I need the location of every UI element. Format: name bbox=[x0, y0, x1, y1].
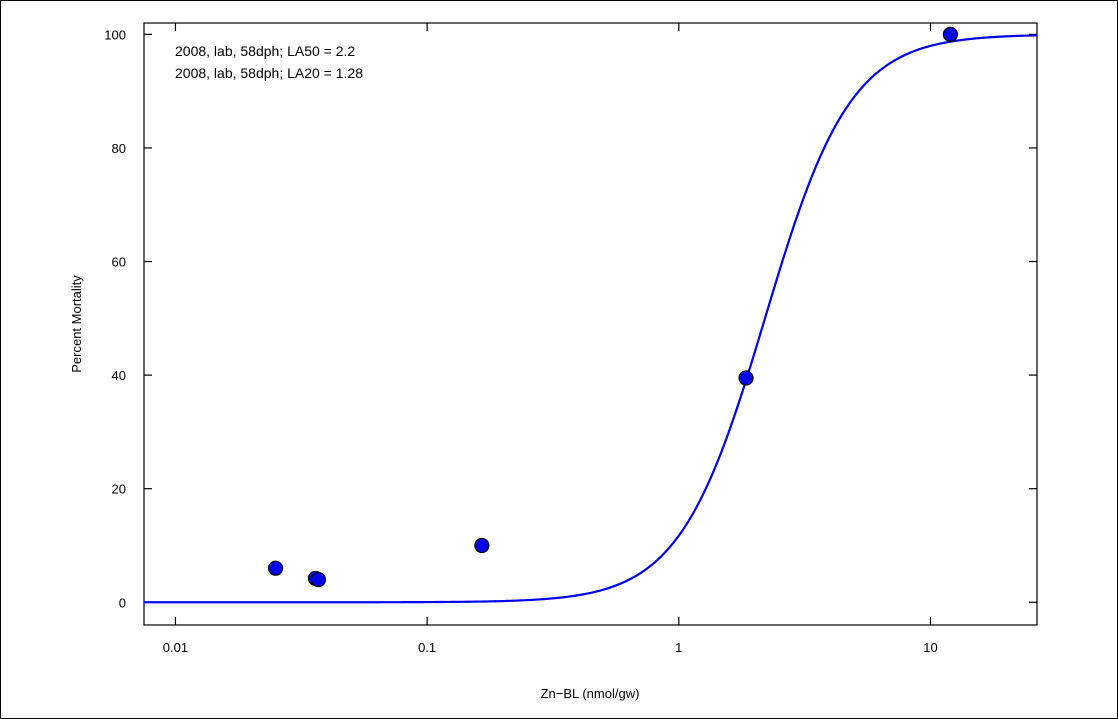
plot-area-frame bbox=[143, 22, 1038, 626]
data-point bbox=[738, 370, 754, 386]
x-tick-label: 0.1 bbox=[418, 640, 436, 655]
y-tick-label: 100 bbox=[104, 27, 126, 42]
y-axis: 0 20 40 60 80 100 bbox=[104, 27, 1037, 610]
data-point bbox=[942, 26, 959, 42]
y-tick-label: 20 bbox=[112, 482, 126, 497]
y-tick-label: 60 bbox=[112, 255, 126, 270]
x-axis-label: Zn−BL (nmol/gw) bbox=[541, 686, 640, 701]
fit-curve-line bbox=[144, 34, 1038, 604]
y-tick-label: 80 bbox=[112, 141, 126, 156]
x-axis: 0.01 0.1 1 10 bbox=[163, 23, 938, 655]
x-tick-label: 0.01 bbox=[163, 640, 188, 655]
y-tick-label: 40 bbox=[112, 368, 126, 383]
data-points bbox=[267, 26, 959, 588]
data-point bbox=[474, 537, 490, 554]
x-tick-label: 1 bbox=[675, 640, 682, 655]
x-tick-label: 10 bbox=[923, 640, 937, 655]
data-point bbox=[310, 571, 327, 588]
y-axis-label: Percent Mortality bbox=[69, 275, 84, 373]
y-tick-label: 0 bbox=[119, 595, 126, 610]
annotation-la50: 2008, lab, 58dph; LA50 = 2.2 bbox=[175, 43, 355, 59]
annotation-la20: 2008, lab, 58dph; LA20 = 1.28 bbox=[175, 65, 363, 81]
data-point bbox=[267, 560, 284, 576]
